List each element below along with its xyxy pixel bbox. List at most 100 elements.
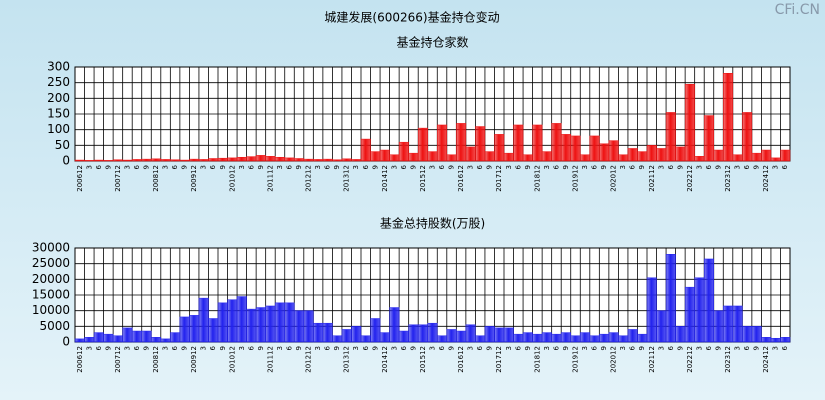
x-tick-label: 3 <box>657 165 665 169</box>
y-tick-label: 150 <box>47 107 70 121</box>
bar <box>723 305 734 343</box>
x-tick-label: 9 <box>333 346 341 350</box>
bar <box>484 326 495 343</box>
x-tick-label: 201312 <box>343 346 351 373</box>
y-tick-label: 300 <box>47 60 70 74</box>
y-tick-label: 50 <box>55 138 70 152</box>
bar <box>532 124 543 162</box>
y-tick-label: 25000 <box>32 256 70 270</box>
x-tick-label: 200812 <box>152 346 160 373</box>
x-tick-label: 3 <box>619 346 627 350</box>
x-tick-label: 202412 <box>762 165 770 192</box>
x-tick-label: 200912 <box>190 346 198 373</box>
x-tick-label: 6 <box>209 164 217 169</box>
bar <box>427 322 438 343</box>
bar <box>608 332 619 343</box>
bar <box>723 73 734 162</box>
bar <box>332 159 343 162</box>
page-title: 城建发展(600266)基金持仓变动 <box>324 10 499 25</box>
x-tick-label: 6 <box>400 164 408 169</box>
bar <box>627 148 638 162</box>
bar <box>103 160 114 162</box>
bar <box>713 149 724 162</box>
x-tick-label: 202312 <box>724 165 732 192</box>
x-tick-label: 3 <box>390 165 398 169</box>
x-tick-label: 3 <box>314 165 322 169</box>
bar <box>761 337 772 343</box>
bar <box>379 332 390 343</box>
bar <box>503 327 514 343</box>
bar <box>74 159 85 162</box>
bar <box>274 302 285 343</box>
x-tick-label: 201812 <box>533 165 541 192</box>
x-tick-label: 9 <box>524 346 532 350</box>
bar <box>179 316 190 343</box>
x-tick-label: 201712 <box>495 346 503 373</box>
bar <box>93 159 104 162</box>
bar <box>370 318 381 343</box>
bar <box>656 310 667 343</box>
x-tick-label: 9 <box>486 346 494 350</box>
x-tick-label: 200612 <box>76 346 84 373</box>
x-tick-label: 6 <box>133 345 141 350</box>
x-tick-label: 6 <box>286 345 294 350</box>
x-tick-label: 3 <box>238 346 246 350</box>
x-tick-label: 200912 <box>190 165 198 192</box>
x-tick-label: 3 <box>734 346 742 350</box>
bar <box>313 159 324 162</box>
y-tick-label: 15000 <box>32 288 70 302</box>
bar <box>84 160 95 162</box>
x-tick-label: 201712 <box>495 165 503 192</box>
bar <box>646 145 657 162</box>
x-tick-label: 3 <box>162 346 170 350</box>
x-tick-label: 6 <box>705 164 713 169</box>
y-tick-label: 0 <box>62 154 70 168</box>
bar <box>84 337 95 343</box>
bar <box>780 149 791 162</box>
x-tick-label: 6 <box>324 345 332 350</box>
bar <box>131 330 142 343</box>
bar <box>141 158 152 162</box>
x-tick-label: 9 <box>143 346 151 350</box>
x-tick-label: 3 <box>581 165 589 169</box>
bar <box>170 159 181 162</box>
x-tick-label: 9 <box>333 165 341 169</box>
bar <box>560 332 571 343</box>
x-tick-label: 6 <box>476 164 484 169</box>
x-tick-label: 3 <box>505 346 513 350</box>
bar <box>627 329 638 343</box>
bar <box>151 337 162 343</box>
bar <box>694 277 705 343</box>
x-tick-label: 6 <box>591 345 599 350</box>
bar <box>637 333 648 343</box>
bar <box>713 310 724 343</box>
x-tick-label: 3 <box>123 165 131 169</box>
x-tick-label: 3 <box>429 165 437 169</box>
x-tick-label: 9 <box>676 165 684 169</box>
x-tick-label: 201912 <box>572 346 580 373</box>
bar <box>703 258 714 343</box>
x-tick-label: 6 <box>781 345 789 350</box>
x-tick-label: 9 <box>524 165 532 169</box>
bar <box>417 324 428 343</box>
bar <box>475 335 486 343</box>
x-tick-label: 9 <box>143 165 151 169</box>
x-tick-label: 9 <box>181 346 189 350</box>
x-tick-label: 6 <box>743 345 751 350</box>
x-tick-label: 201312 <box>343 165 351 192</box>
bar <box>141 330 152 343</box>
bar <box>227 157 238 162</box>
bar <box>408 152 419 162</box>
bar <box>570 135 581 162</box>
bar <box>541 151 552 162</box>
x-tick-label: 6 <box>362 345 370 350</box>
y-tick-label: 250 <box>47 75 70 89</box>
x-tick-label: 9 <box>753 165 761 169</box>
x-tick-label: 9 <box>219 346 227 350</box>
y-tick-label: 10000 <box>32 303 70 317</box>
x-tick-label: 3 <box>200 346 208 350</box>
x-tick-label: 3 <box>276 346 284 350</box>
x-tick-label: 6 <box>629 164 637 169</box>
bar <box>437 124 448 162</box>
